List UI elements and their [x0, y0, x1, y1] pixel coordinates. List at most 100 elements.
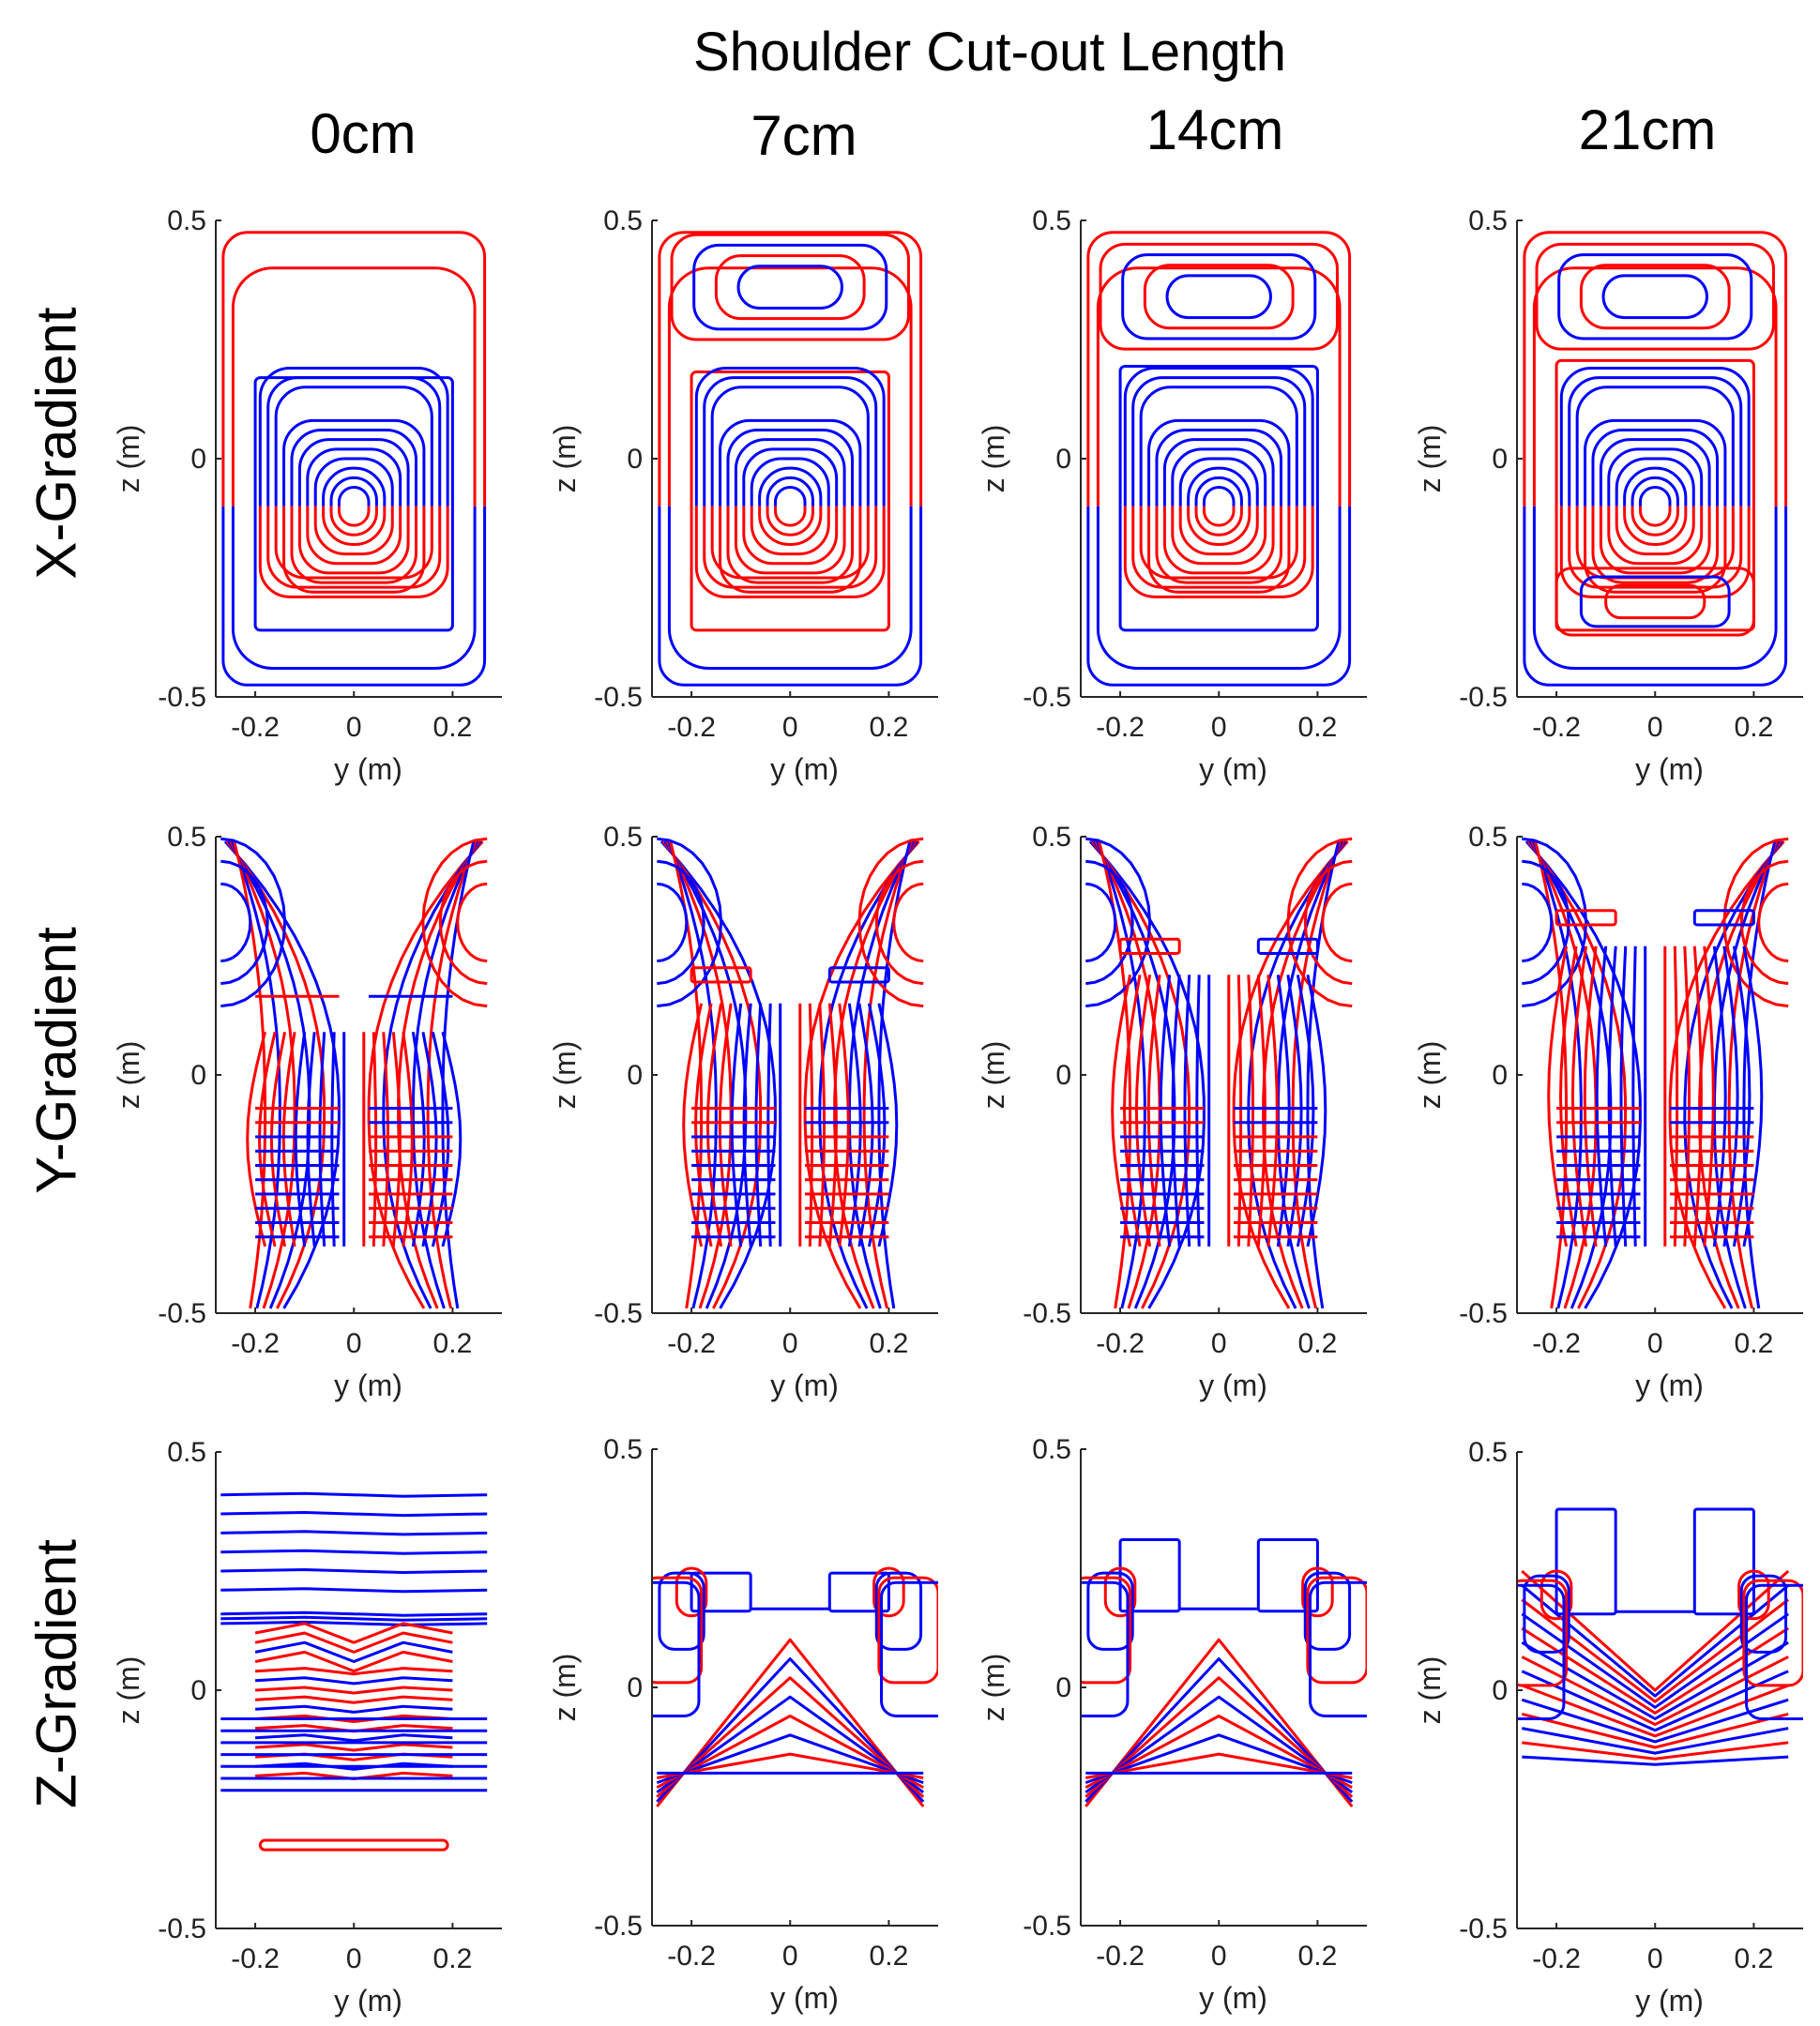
contour-y-top-arc — [1085, 859, 1134, 986]
contour-y-top-arc — [657, 837, 723, 1008]
x-tick-label: 0.2 — [433, 1943, 473, 1974]
contour-y-inner — [766, 1003, 772, 1247]
contour-z-chevron — [1084, 1638, 1354, 1807]
contour-z-line — [255, 1667, 453, 1676]
contour-inner-lobe-lower — [1568, 506, 1743, 589]
x-axis-label: y (m) — [1635, 1368, 1704, 1402]
contour-z-shoulder-lobe — [1742, 1579, 1803, 1687]
contour-inner-lobe-lower — [258, 506, 449, 598]
contour-z-shoulder-lobe — [1737, 1569, 1770, 1621]
column-title-14cm: 14cm — [1145, 98, 1284, 161]
contour-inner-lobe-lower — [766, 506, 814, 537]
contour-y-inner — [441, 1031, 463, 1247]
contour-y-inner — [1673, 945, 1679, 1247]
contour-y-inner — [330, 1032, 336, 1247]
x-tick-label: 0.2 — [433, 1328, 473, 1359]
contour-lower-lobe — [1555, 567, 1755, 637]
contour-inner-lobe-upper — [329, 476, 378, 506]
contour-z-line — [220, 1610, 488, 1617]
contour-z-chevron — [656, 1733, 924, 1785]
x-tick-label: 0.2 — [1298, 712, 1338, 743]
x-axis-label: y (m) — [770, 1368, 839, 1402]
x-tick-label: 0 — [346, 1328, 362, 1359]
x-axis-label: y (m) — [1199, 1981, 1267, 2015]
contour-y-top-arc — [1286, 837, 1353, 1008]
contour-z-line — [255, 1733, 453, 1743]
contour-y-inner — [1559, 945, 1578, 1247]
y-tick-label: -0.5 — [158, 1913, 206, 1944]
contour-upper-lobe — [1535, 242, 1775, 351]
contour-y-top-arc — [1303, 859, 1353, 986]
contour-inner-lobe-upper — [1155, 429, 1282, 506]
contour-y-inner — [1183, 975, 1191, 1247]
contour-inner-lobe-upper — [274, 386, 433, 506]
contour-y-inner — [1247, 975, 1254, 1247]
y-axis-label: z (m) — [1413, 1656, 1447, 1725]
contour-y-outer — [1530, 840, 1598, 1309]
contour-inner-lobe-upper — [1575, 386, 1735, 506]
contour-y-inner — [391, 1032, 402, 1247]
contour-z-shoulder-lobe — [1539, 1569, 1573, 1621]
contour-z-line — [255, 1704, 453, 1714]
contour-y-inner — [1266, 975, 1279, 1247]
contour-group — [1085, 837, 1353, 1309]
contour-z-shoulder-lobe — [1517, 1579, 1569, 1687]
contour-y-shoulder — [1256, 937, 1319, 955]
panel-x-gradient-7cm: -0.2 0 0.2 -0.5 0 0.5 y (m) z (m) — [548, 205, 938, 786]
contour-y-inner — [682, 1003, 704, 1247]
y-tick-label: 0.5 — [1032, 1434, 1071, 1465]
contour-z-chevron — [656, 1657, 925, 1803]
contour-inner-lobe-lower — [742, 506, 839, 566]
contour-inner-lobe-lower — [1638, 506, 1672, 527]
y-tick-label: 0 — [190, 1675, 206, 1706]
contour-y-inner — [827, 1003, 838, 1247]
y-axis-label: z (m) — [977, 425, 1010, 493]
contour-z-chevron — [1521, 1684, 1789, 1738]
contour-inner-lobe-upper — [1202, 485, 1236, 506]
contour-y-top-arc — [892, 882, 924, 963]
contour-y-outer — [397, 840, 480, 1309]
y-tick-label: -0.5 — [594, 682, 643, 713]
y-tick-label: 0.5 — [1468, 1437, 1508, 1468]
contour-y-top-arc — [1522, 882, 1554, 963]
contour-z-shoulder-box — [1555, 1507, 1617, 1616]
x-tick-label: 0 — [782, 712, 798, 743]
contour-y-inner — [718, 1003, 733, 1247]
contour-outer-lower — [1523, 506, 1788, 687]
contour-y-shoulder — [1692, 909, 1755, 927]
x-tick-label: -0.2 — [667, 1328, 716, 1359]
contour-y-inner — [1195, 975, 1201, 1247]
contour-z-line — [254, 1622, 453, 1644]
contour-y-inner — [1306, 975, 1327, 1247]
y-tick-label: 0 — [1055, 1672, 1071, 1703]
y-tick-label: 0.5 — [1468, 822, 1508, 853]
contour-y-inner — [246, 1031, 267, 1247]
contour-z-line — [220, 1530, 488, 1536]
axes: -0.2 0 0.2 -0.5 0 0.5 y (m) z (m) — [977, 205, 1367, 786]
contour-y-inner — [1570, 945, 1588, 1247]
contour-inner-lobe-lower — [306, 506, 402, 566]
contour-inner-lobe-lower — [1123, 506, 1314, 598]
contour-z-chevron — [1522, 1755, 1789, 1766]
contour-outer-2-upper — [231, 266, 477, 506]
axes: -0.2 0 0.2 -0.5 0 0.5 y (m) z (m) — [1413, 205, 1803, 786]
contour-y-inner — [402, 1032, 414, 1247]
contour-group — [1523, 231, 1788, 687]
contour-y-top-arc — [1321, 882, 1353, 963]
contour-inner-lobe-lower — [329, 506, 378, 537]
contour-z-shoulder-box — [827, 1571, 890, 1613]
y-tick-label: 0 — [627, 444, 643, 475]
contour-inner-lobe-upper — [758, 466, 823, 506]
y-tick-label: 0.5 — [1468, 205, 1508, 236]
y-tick-label: 0.5 — [167, 822, 206, 853]
contour-inner-lobe-lower — [1599, 506, 1711, 575]
contour-z-shoulder-box — [1118, 1538, 1181, 1613]
contour-lower-lobe — [1579, 575, 1731, 628]
contour-inner-lobe-upper — [719, 418, 862, 506]
contour-inner-lobe-upper — [1162, 438, 1275, 506]
x-tick-label: 0 — [782, 1941, 798, 1972]
contour-z-chevron — [1522, 1727, 1789, 1755]
x-tick-label: 0.2 — [1735, 712, 1774, 743]
contour-z-shoulder-lobe — [874, 1571, 923, 1651]
contour-z-shoulder-lobe — [1086, 1571, 1134, 1651]
